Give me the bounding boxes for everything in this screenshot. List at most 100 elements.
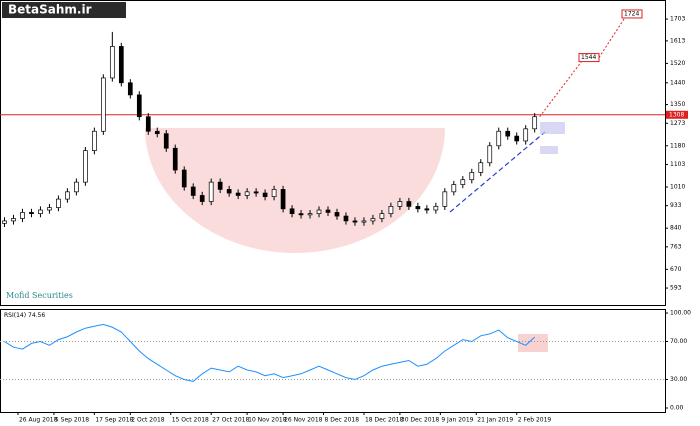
- x-tick-label: 2 Oct 2018: [131, 417, 164, 424]
- y-tick-label: 763: [670, 243, 682, 250]
- y-tick-label: 1440: [670, 79, 685, 86]
- y-tick-label: 1273: [670, 120, 685, 127]
- candle-body: [451, 184, 457, 193]
- candle-body: [136, 94, 142, 118]
- candle-body: [370, 218, 376, 222]
- candle-body: [154, 130, 160, 135]
- candle-body: [226, 189, 232, 194]
- candle-body: [38, 209, 43, 214]
- x-tick-label: 27 Oct 2018: [212, 417, 249, 424]
- cup-pattern: [145, 128, 445, 253]
- candle-body: [47, 207, 52, 211]
- candle-body: [469, 172, 475, 181]
- target-box: [621, 9, 643, 19]
- candle-body: [217, 181, 223, 190]
- candle-body: [74, 181, 79, 193]
- candle-body: [271, 189, 277, 198]
- y-tick-label: 1103: [670, 161, 685, 168]
- candle-body: [343, 215, 349, 222]
- candle-body: [496, 130, 502, 147]
- candle-body: [316, 209, 322, 214]
- broker-label: Mofid Securities: [6, 291, 73, 300]
- x-tick-label: 18 Dec 2018: [365, 417, 404, 424]
- candle-body: [262, 192, 268, 198]
- candle-body: [388, 206, 394, 214]
- rsi-tick-label: 0.00: [670, 405, 684, 412]
- candle-body: [199, 195, 205, 202]
- x-tick-label: 2 Feb 2019: [518, 417, 552, 424]
- y-tick-label: 1010: [670, 183, 685, 190]
- candle-body: [83, 150, 88, 183]
- trend-line: [449, 131, 546, 213]
- y-tick-label: 1613: [670, 37, 685, 44]
- rsi-current: 74.56: [28, 312, 45, 319]
- candle-body: [244, 191, 250, 196]
- candle-body: [190, 186, 196, 196]
- zone-box: [540, 146, 558, 154]
- y-tick-label: 1180: [670, 142, 685, 149]
- candle-body: [307, 213, 313, 216]
- x-tick-label: 30 Dec 2018: [401, 417, 440, 424]
- candle-body: [181, 169, 187, 188]
- candle-body: [298, 213, 304, 216]
- y-tick-label: 1520: [670, 60, 685, 67]
- watermark-bg: [2, 2, 126, 18]
- candle-body: [487, 145, 493, 164]
- rsi-label: RSI(14) 74.56: [4, 312, 45, 319]
- candle-body: [172, 147, 178, 171]
- candle-body: [433, 206, 439, 211]
- candle-body: [56, 198, 61, 208]
- rsi-title: RSI(14): [4, 312, 26, 319]
- candle-body: [2, 220, 7, 224]
- y-tick-label: 1350: [670, 101, 685, 108]
- price-label: 1308: [669, 111, 684, 118]
- candle-body: [505, 130, 511, 137]
- candle-body: [334, 212, 340, 217]
- candle-body: [523, 128, 529, 142]
- candle-body: [460, 179, 466, 185]
- candle-body: [208, 181, 214, 202]
- x-tick-label: 5 Sep 2018: [55, 417, 89, 424]
- x-tick-label: 26 Nov 2018: [284, 417, 323, 424]
- x-tick-label: 15 Oct 2018: [172, 417, 209, 424]
- rsi-tick-label: 70.00: [670, 338, 687, 345]
- rsi-pane: [0, 309, 666, 413]
- candle-body: [92, 130, 97, 151]
- target-label: 1724: [624, 10, 639, 17]
- x-tick-label: 10 Nov 2018: [248, 417, 287, 424]
- candle-body: [442, 191, 448, 207]
- x-tick-label: 8 Dec 2018: [325, 417, 360, 424]
- y-tick-label: 593: [670, 285, 682, 292]
- y-tick-label: 933: [670, 202, 682, 209]
- rsi-tick-label: 30.00: [670, 376, 687, 383]
- candle-body: [65, 191, 70, 200]
- y-tick-label: 1703: [670, 16, 685, 23]
- candle-body: [514, 135, 520, 142]
- candle-body: [11, 218, 16, 222]
- candle-body: [100, 77, 106, 132]
- x-tick-label: 9 Jan 2019: [441, 417, 473, 424]
- price-pane: [0, 0, 666, 306]
- x-tick-label: 26 Aug 2018: [19, 417, 58, 424]
- candle-body: [361, 220, 367, 223]
- candle-body: [145, 116, 151, 132]
- candle-body: [235, 192, 241, 196]
- candle-body: [280, 189, 286, 210]
- candle-body: [406, 201, 412, 207]
- candle-body: [163, 133, 169, 149]
- rsi-tick-label: 100.00: [670, 310, 691, 317]
- candle-body: [325, 209, 331, 213]
- candle-body: [20, 212, 25, 219]
- candle-body: [379, 213, 385, 219]
- candle-body: [415, 206, 421, 210]
- candle-body: [397, 201, 403, 207]
- zone-box: [540, 122, 565, 134]
- watermark: BetaSahm.ir: [8, 3, 92, 17]
- candle-body: [289, 208, 295, 214]
- x-tick-label: 17 Sep 2018: [95, 417, 133, 424]
- target-label: 1544: [581, 54, 596, 61]
- candle-body: [127, 82, 133, 96]
- candle-body: [253, 191, 259, 194]
- candle-body: [118, 46, 124, 84]
